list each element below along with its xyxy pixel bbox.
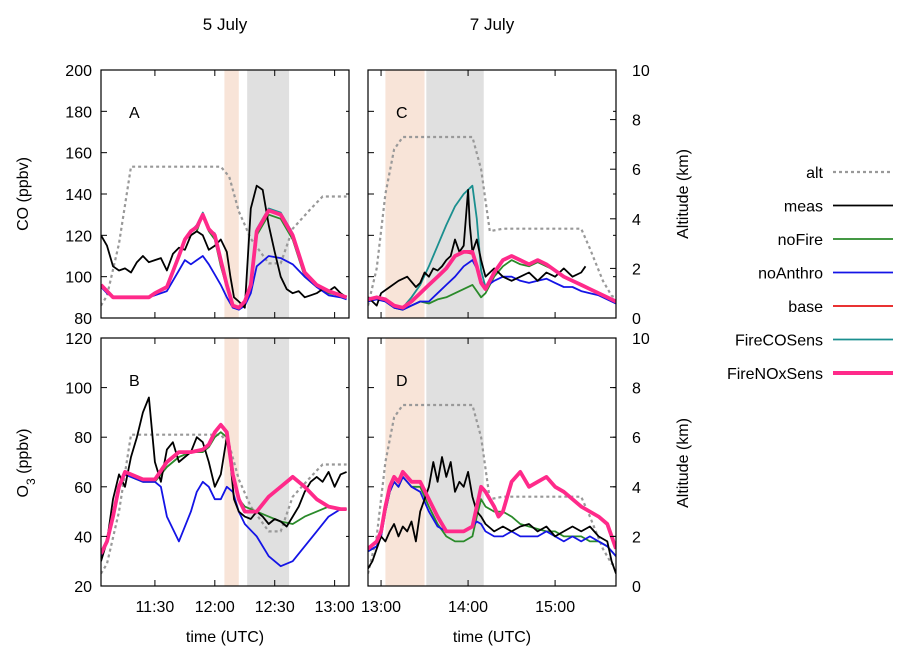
shaded-band-d-0 (385, 338, 425, 586)
y-tick-label-b: 100 (65, 381, 92, 398)
x-tick-label-b: 12:30 (255, 599, 295, 616)
y-tick-label-b: 20 (74, 579, 92, 596)
x-axis-label-left: time (UTC) (186, 629, 264, 646)
legend-label-noFire: noFire (778, 232, 823, 249)
series-line-FireNOxSens-a (101, 208, 348, 310)
y2-tick-label-c: 6 (632, 162, 641, 179)
series-line-meas-d (368, 456, 616, 574)
y2-tick-label-c: 10 (632, 63, 650, 80)
y-tick-label-a: 80 (74, 311, 92, 328)
y-tick-label-a: 120 (65, 228, 92, 245)
y-tick-label-a: 180 (65, 104, 92, 121)
y2-tick-label-c: 0 (632, 311, 641, 328)
panel-a: A 80 100 120 140 160 180 200 (65, 63, 350, 328)
x-tick-label-b: 12:00 (195, 599, 235, 616)
column-title-right: 7 July (470, 15, 515, 34)
x-tick-label-d: 15:00 (535, 599, 575, 616)
y2-tick-label-d: 2 (632, 529, 641, 546)
y-tick-label-a: 140 (65, 187, 92, 204)
plot-frame-d (367, 337, 617, 587)
y2-tick-label-c: 2 (632, 261, 641, 278)
series-line-alt-c (368, 135, 616, 306)
legend-label-base: base (788, 299, 823, 316)
y-tick-label-a: 200 (65, 63, 92, 80)
y2-tick-label-d: 10 (632, 331, 650, 348)
y-tick-label-a: 100 (65, 270, 92, 287)
y-tick-label-b: 40 (74, 529, 92, 546)
series-line-noAnthro-a (101, 255, 347, 311)
o3-axis-label: O3 (ppbv) (15, 429, 38, 498)
y-tick-label-b: 60 (74, 480, 92, 497)
x-tick-label-d: 14:00 (448, 599, 488, 616)
panel-letter-b: B (129, 373, 140, 390)
series-line-noAnthro-d (368, 476, 616, 557)
y-tick-label-b: 80 (74, 430, 92, 447)
y-tick-label-a: 160 (65, 146, 92, 163)
legend-label-FireCOSens: FireCOSens (735, 333, 823, 350)
legend-label-FireNOxSens: FireNOxSens (727, 366, 823, 383)
y2-tick-label-d: 8 (632, 381, 641, 398)
series-line-FireNOxSens-b (101, 422, 347, 555)
altitude-axis-label-top: Altitude (km) (675, 149, 692, 239)
legend-label-meas: meas (784, 199, 823, 216)
legend: alt meas noFire noAnthro base FireCOSens FireN… (727, 165, 893, 383)
series-line-alt-d (368, 403, 616, 574)
series-line-meas-c (368, 189, 587, 307)
legend-label-noAnthro: noAnthro (758, 266, 823, 283)
series-line-FireNOxSens-c (368, 250, 616, 310)
series-line-meas-a (101, 184, 348, 309)
x-tick-label-b: 13:00 (315, 599, 355, 616)
altitude-axis-label-bottom: Altitude (km) (675, 418, 692, 508)
y2-tick-label-d: 0 (632, 579, 641, 596)
legend-label-alt: alt (806, 165, 823, 182)
y2-tick-label-c: 4 (632, 212, 641, 229)
y2-tick-label-d: 6 (632, 430, 641, 447)
x-tick-label-b: 11:30 (135, 599, 174, 616)
panel-d: D 0 2 4 6 8 10 13:00 14:00 15:00 (361, 331, 650, 616)
shaded-band-c-0 (385, 70, 425, 318)
panel-letter-d: D (396, 373, 408, 390)
shaded-band-d-1 (426, 338, 484, 586)
co-axis-label: CO (ppbv) (15, 157, 32, 231)
y2-tick-label-c: 8 (632, 113, 641, 130)
panel-letter-c: C (396, 105, 408, 122)
series-line-noAnthro-b (101, 473, 347, 568)
series-line-FireNOxSens-d (368, 470, 616, 551)
series-line-alt-a (101, 165, 347, 307)
shaded-band-b-1 (247, 338, 290, 586)
x-axis-label-right: time (UTC) (453, 629, 531, 646)
panel-b: B 20 40 60 80 100 120 11:30 12:00 12:30 13:00 (65, 331, 354, 616)
panel-c: C 0 2 4 6 8 10 (367, 63, 650, 328)
y2-tick-label-d: 4 (632, 480, 641, 497)
plot-frame-b (100, 337, 350, 587)
panel-letter-a: A (129, 105, 140, 122)
x-tick-label-d: 13:00 (361, 599, 401, 616)
y-tick-label-b: 120 (65, 331, 92, 348)
column-title-left: 5 July (203, 15, 248, 34)
